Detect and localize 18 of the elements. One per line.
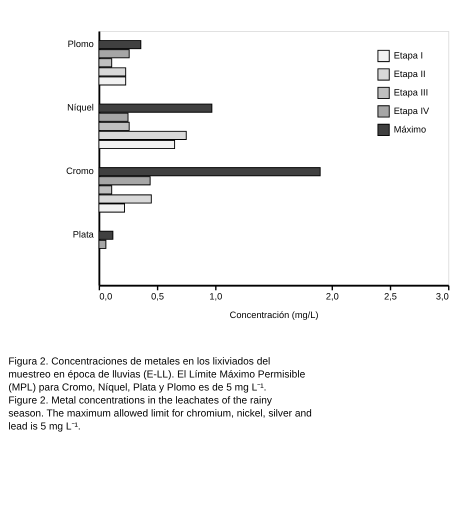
x-tick-label: 2,0	[326, 292, 339, 302]
caption: Figure 2. Metal concentrations in the leachates of the rainy season. The maximum allowed limit for chromium, nickel, silver and lead is 5 mg L⁻¹.	[8, 396, 312, 432]
x-tick-label: 2,5	[384, 292, 397, 302]
y-tick-label: Cromo	[66, 166, 94, 176]
x-tick-label: 0,0	[99, 292, 112, 302]
x-tick-label: 0,5	[151, 292, 164, 302]
y-tick-label: Plata	[72, 230, 95, 240]
x-tick-label: 1,0	[209, 292, 222, 302]
text: Figura 2. Concentraciones de metales en los lixiviados del muestreo en época de lluvias (E-LL). El Límite Máximo Permisible (MPL) para Cromo, Níquel, Plata y Plomo es de 5 mg L⁻¹.	[8, 356, 306, 394]
legend-label: Etapa I	[394, 50, 424, 61]
legend-label: Etapa III	[394, 88, 428, 98]
x-tick-label: 3,0	[436, 292, 449, 302]
legend-label: Etapa II	[394, 69, 426, 80]
y-tick-label: Níquel	[67, 102, 94, 113]
legend-label: Etapa IV	[394, 106, 430, 116]
x-axis-title: Concentración (mg/L)	[230, 310, 318, 320]
y-tick-label: Plomo	[68, 39, 94, 50]
legend-label: Máximo	[394, 124, 426, 135]
